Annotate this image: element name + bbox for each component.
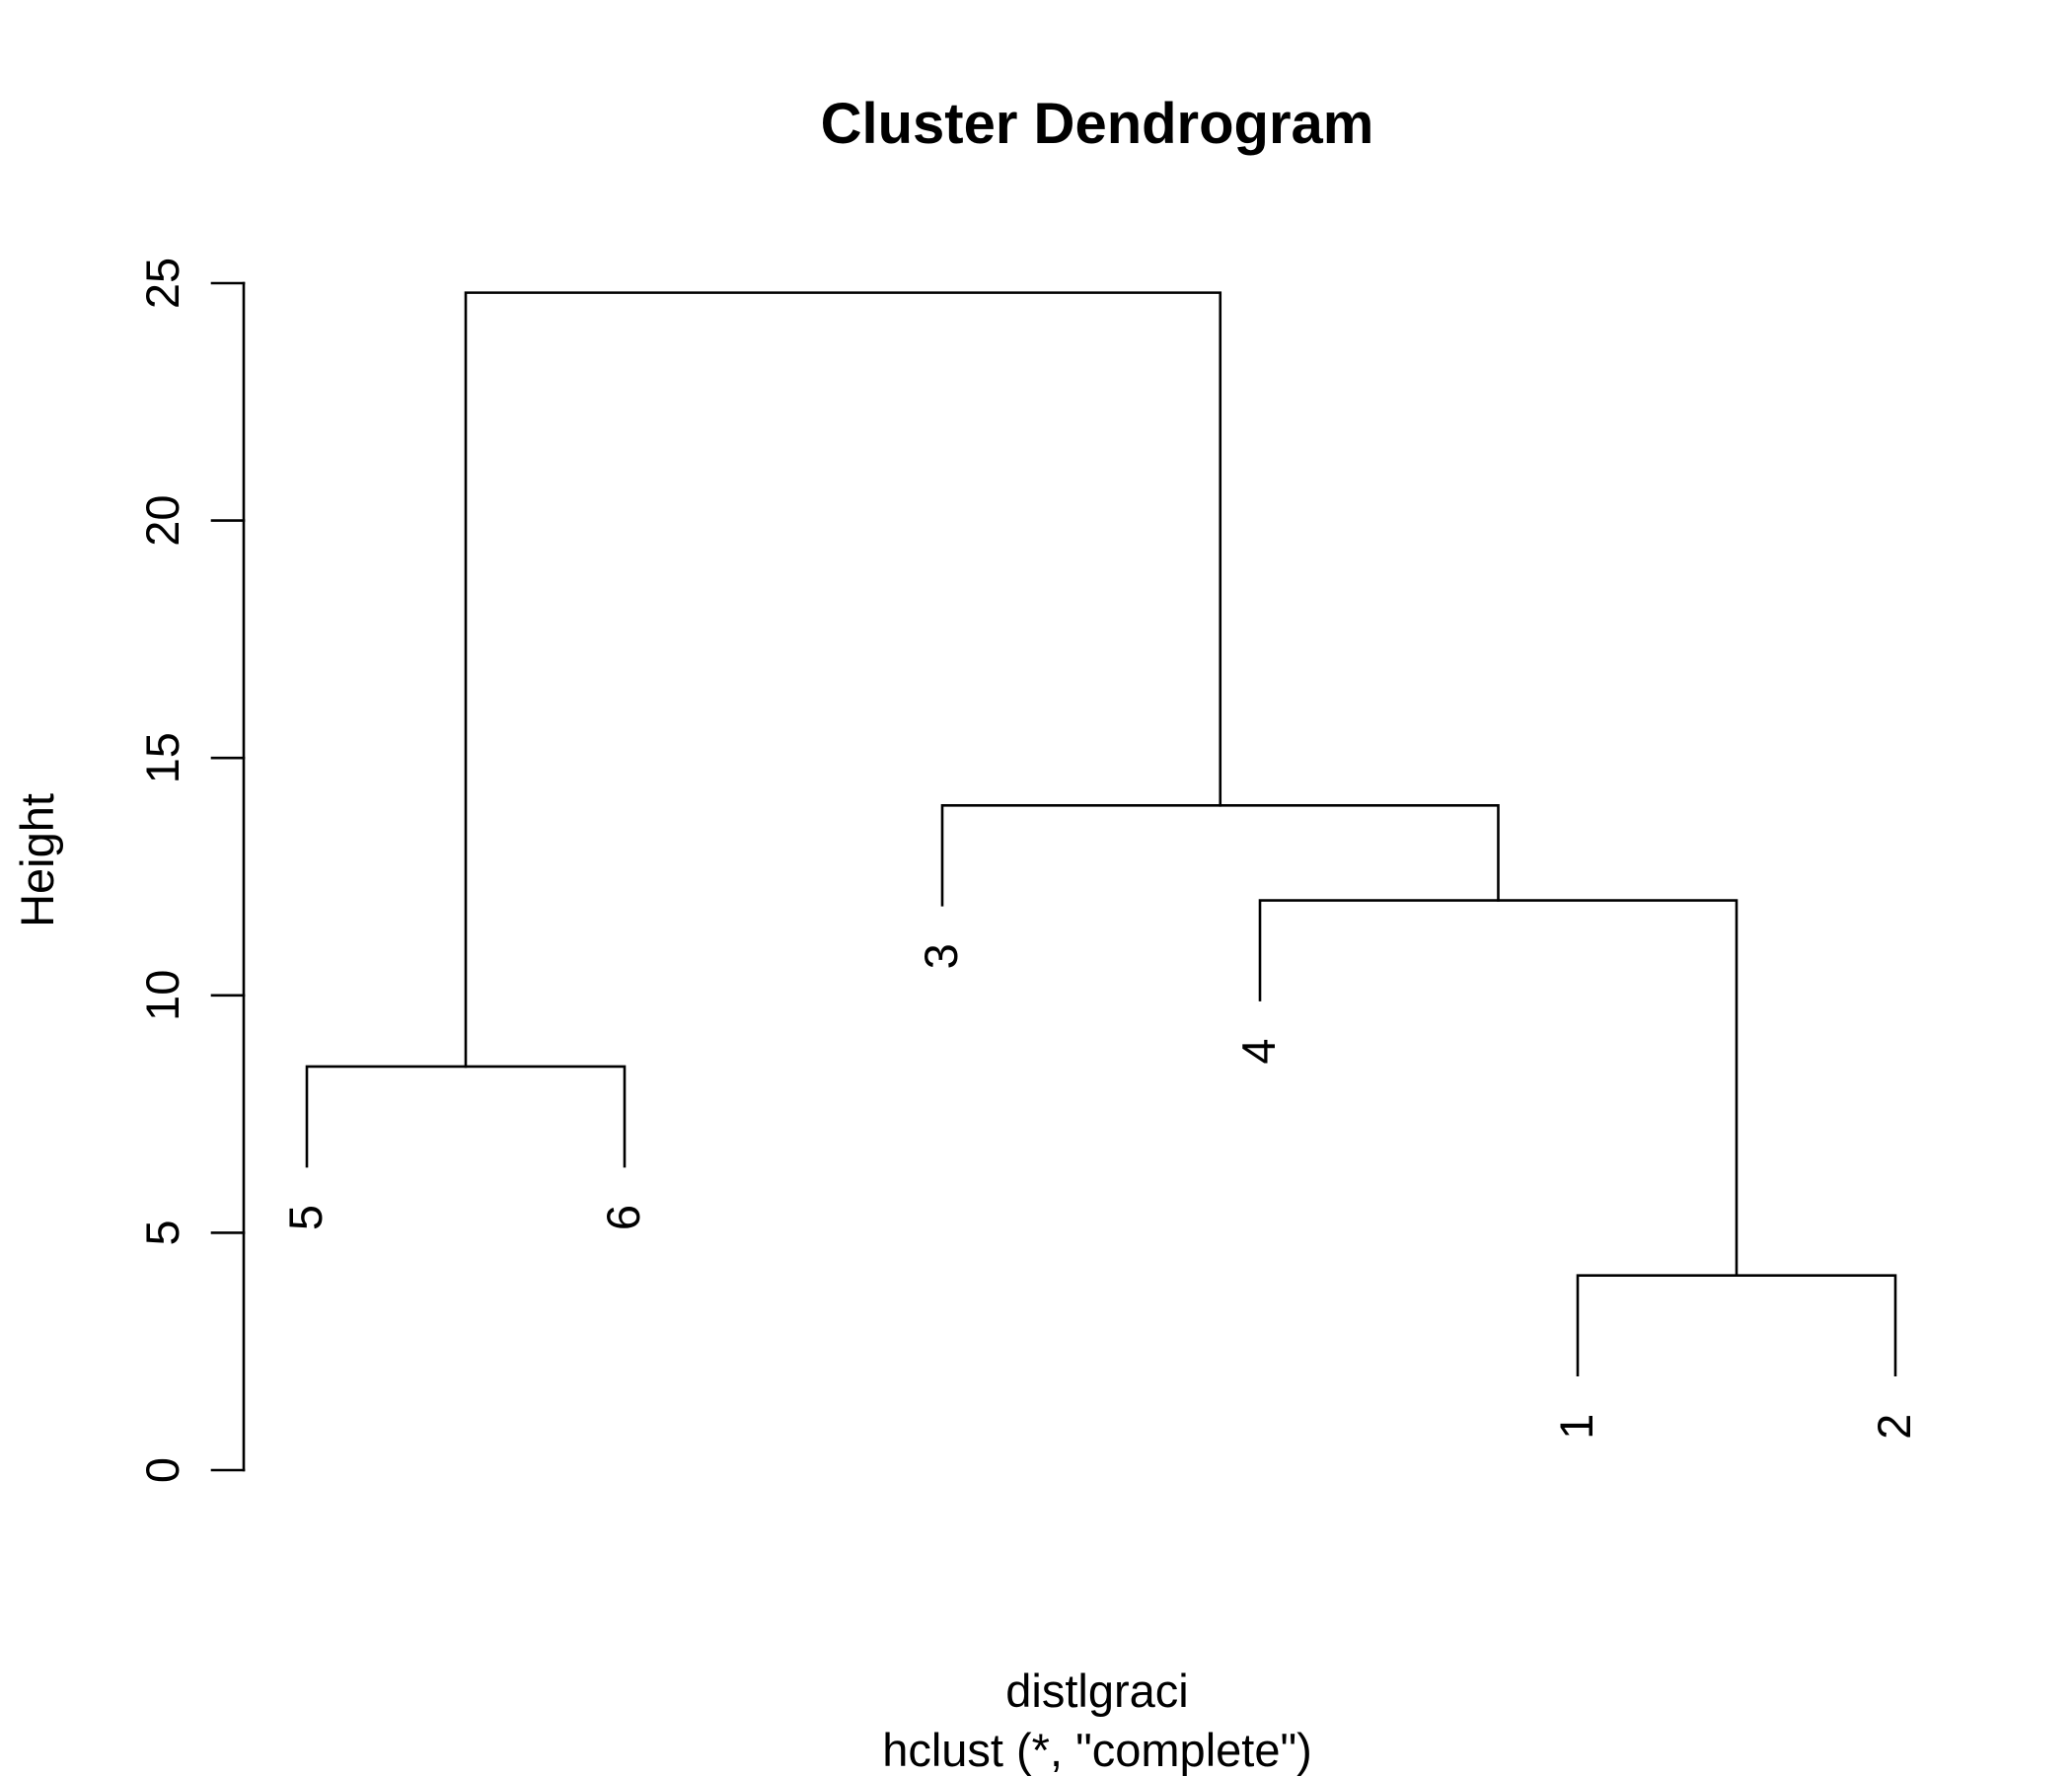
leaf-label: 6 — [597, 1205, 649, 1230]
dendrogram-link — [1258, 899, 1739, 1278]
dendrogram-link — [1576, 1274, 1897, 1377]
leaf-label: 1 — [1550, 1414, 1602, 1440]
dendrogram-link — [305, 1065, 627, 1168]
y-tick-label: 5 — [136, 1220, 188, 1245]
dendrogram-link — [464, 291, 1222, 1069]
y-tick-label: 10 — [136, 970, 188, 1021]
leaf-label: 4 — [1232, 1039, 1285, 1065]
leaf-label: 5 — [279, 1205, 332, 1230]
y-tick-label: 15 — [136, 732, 188, 783]
y-tick-label: 0 — [136, 1457, 188, 1483]
leaf-labels: 5 6 3 4 1 2 — [279, 943, 1920, 1440]
subtitle: hclust (*, "complete") — [882, 1724, 1312, 1776]
y-tick-label: 20 — [136, 494, 188, 546]
leaf-label: 3 — [915, 943, 967, 969]
chart-title: Cluster Dendrogram — [821, 92, 1374, 156]
dendrogram-link — [940, 804, 1500, 907]
y-axis: 0 5 10 15 20 25 — [136, 258, 246, 1483]
dendrogram-links — [305, 291, 1897, 1377]
x-axis-label: distlgraci — [1005, 1665, 1188, 1717]
y-tick-label: 25 — [136, 258, 188, 309]
leaf-label: 2 — [1868, 1414, 1920, 1440]
y-axis-label: Height — [11, 793, 63, 927]
